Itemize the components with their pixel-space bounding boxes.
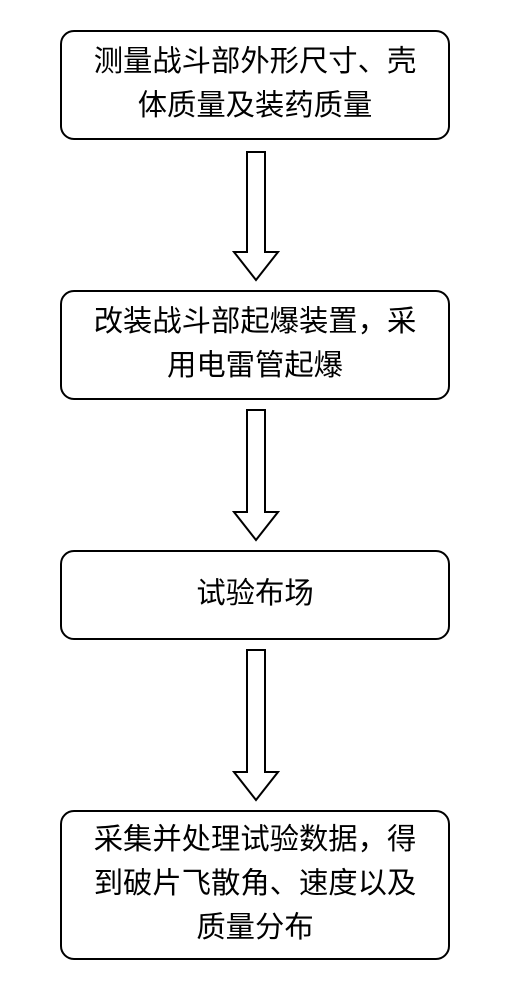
flowchart-canvas: 测量战斗部外形尺寸、壳体质量及装药质量改装战斗部起爆装置，采用电雷管起爆试验布场… (0, 0, 512, 1000)
flow-node-label: 采集并处理试验数据，得到破片飞散角、速度以及质量分布 (80, 819, 430, 951)
flow-node-label: 测量战斗部外形尺寸、壳体质量及装药质量 (80, 41, 430, 129)
flow-arrow (232, 648, 280, 802)
flow-node-n2: 改装战斗部起爆装置，采用电雷管起爆 (60, 290, 450, 400)
flow-node-n1: 测量战斗部外形尺寸、壳体质量及装药质量 (60, 30, 450, 140)
flow-node-label: 改装战斗部起爆装置，采用电雷管起爆 (80, 301, 430, 389)
flow-arrow (232, 408, 280, 542)
flow-node-label: 试验布场 (196, 573, 313, 617)
flow-node-n4: 采集并处理试验数据，得到破片飞散角、速度以及质量分布 (60, 810, 450, 960)
flow-node-n3: 试验布场 (60, 550, 450, 640)
flow-arrow (232, 150, 280, 282)
